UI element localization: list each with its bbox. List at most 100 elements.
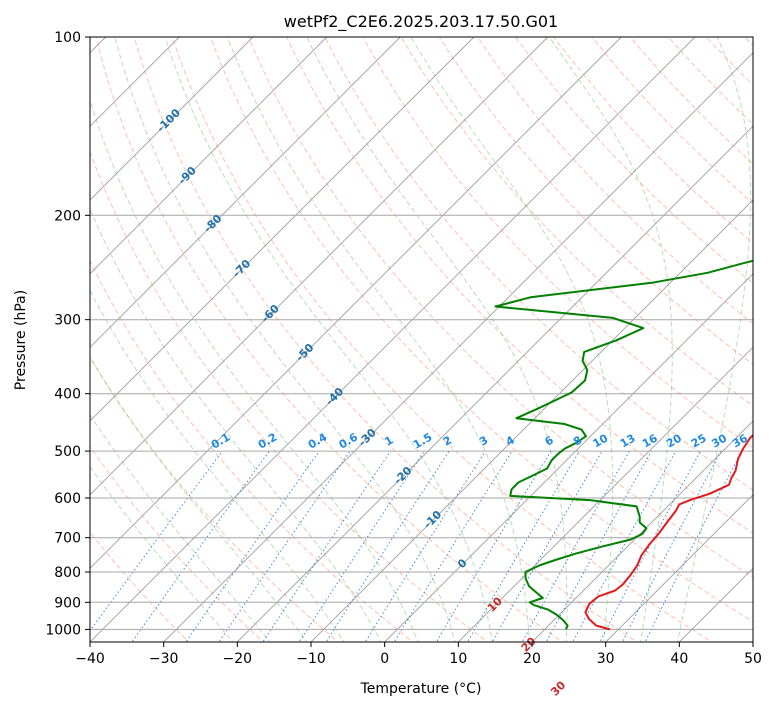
y-tick-label: 500	[54, 444, 81, 460]
isotherm-label: -70	[230, 257, 253, 280]
x-tick-label: −10	[296, 651, 326, 667]
mixing-ratio-label: 13	[618, 432, 638, 451]
dry-adiabat	[438, 37, 753, 366]
isotherm-label: -10	[421, 508, 444, 531]
isotherm-label: -20	[391, 464, 414, 487]
chart-title: wetPf2_C2E6.2025.203.17.50.G01	[284, 12, 558, 32]
isotherm-line	[752, 641, 753, 642]
dry-adiabat	[362, 37, 753, 449]
x-tick-label: −20	[223, 651, 253, 667]
mixing-ratio-label: 3	[477, 434, 490, 449]
isotherm-label: 30	[548, 678, 568, 698]
moist-adiabat	[164, 37, 493, 642]
dry-adiabat	[515, 37, 753, 284]
isotherm-line	[310, 199, 753, 642]
mixing-ratio-label: 16	[640, 431, 660, 450]
y-tick-label: 900	[54, 595, 81, 611]
y-tick-label: 1000	[45, 622, 81, 638]
mixing-ratio-line	[90, 450, 223, 632]
temperature-profile-line	[584, 433, 753, 631]
mixing-ratio-line	[393, 450, 513, 642]
moist-adiabat	[90, 413, 271, 642]
mixing-ratio-label: 0.4	[306, 430, 330, 451]
dry-adiabat	[90, 259, 414, 642]
moist-adiabat	[90, 356, 308, 642]
isotherm-line	[90, 37, 696, 642]
dry-adiabat	[133, 37, 638, 642]
isotherm-label: -60	[259, 302, 282, 325]
isotherm-label: -40	[323, 385, 346, 408]
y-axis-label: Pressure (hPa)	[13, 290, 29, 390]
mixing-ratio-line	[599, 450, 701, 642]
x-tick-label: −30	[149, 651, 179, 667]
y-tick-label: 700	[54, 531, 81, 547]
mixing-ratio-line	[218, 450, 351, 642]
x-tick-label: 10	[449, 651, 467, 667]
y-axis: 100 200 300 400 500 600 700 800 900 1000	[45, 30, 90, 638]
mixing-ratio-label: 25	[689, 432, 709, 451]
isotherm-label: 0	[455, 556, 470, 571]
mixing-ratio-line	[466, 450, 580, 642]
x-tick-label: 0	[380, 651, 389, 667]
mixing-ratio-label: 1	[382, 434, 395, 449]
x-tick-label: 30	[597, 651, 615, 667]
dry-adiabat	[248, 37, 753, 578]
isotherm-label: -90	[176, 164, 199, 187]
plot-frame	[89, 36, 754, 643]
y-tick-label: 800	[54, 565, 81, 581]
moist-adiabat	[306, 37, 568, 642]
dry-adiabat	[629, 37, 753, 165]
moist-adiabat	[90, 465, 234, 642]
moist-adiabat	[90, 289, 345, 642]
mixing-ratio-line	[644, 450, 743, 642]
isotherm-line	[457, 346, 753, 642]
background-lines	[90, 24, 775, 645]
x-tick-label: −40	[75, 651, 105, 667]
dry-adiabat	[705, 37, 753, 86]
y-tick-label: 400	[54, 387, 81, 403]
dry-adiabat	[667, 37, 753, 125]
dry-adiabat	[477, 37, 753, 325]
dewpoint-profile-line	[494, 259, 753, 630]
isotherm-line	[90, 37, 254, 201]
isotherm-line	[163, 52, 753, 642]
isotherm-line	[678, 567, 753, 642]
mixing-ratio-line	[262, 450, 392, 642]
pressure-gridlines	[90, 37, 753, 630]
dry-adiabat	[770, 24, 775, 645]
mixing-ratio-label: 8	[571, 434, 584, 449]
dry-adiabat	[324, 37, 753, 491]
isotherm-line	[90, 37, 475, 422]
dry-adiabat	[90, 445, 265, 642]
x-tick-label: 50	[744, 651, 762, 667]
isotherm-label: 10	[485, 594, 505, 614]
isotherm-line	[236, 125, 753, 642]
mixing-ratio-line	[621, 450, 722, 642]
y-tick-label: 600	[54, 491, 81, 507]
x-axis: −40 −30 −20 −10 0 10 20 30 40 50	[75, 642, 762, 667]
mixing-ratio-label: 2	[441, 434, 454, 449]
mixing-ratio-label: 20	[664, 431, 684, 450]
diagram-line-labels: -100-90-80-70-60-50-40-30-20-10010203040…	[154, 106, 750, 699]
isotherm-line	[90, 37, 622, 569]
dry-adiabat	[553, 37, 753, 244]
mixing-ratio-line	[364, 450, 486, 642]
isotherm-line	[90, 37, 549, 496]
y-tick-label: 100	[54, 30, 81, 46]
moist-adiabat	[676, 37, 752, 642]
mixing-ratio-label: 10	[590, 431, 610, 450]
isotherm-line	[384, 273, 753, 642]
mixing-ratio-line	[572, 450, 677, 642]
mixing-ratio-line	[131, 450, 270, 642]
isotherm-line	[90, 37, 401, 348]
mixing-ratio-label: 36	[730, 431, 750, 450]
isotherm-line	[605, 494, 753, 642]
isotherm-label: -30	[356, 426, 379, 449]
x-axis-label: Temperature (°C)	[360, 681, 482, 697]
mixing-ratio-label: 4	[504, 433, 517, 448]
sounding-profiles	[494, 259, 753, 631]
x-tick-label: 20	[523, 651, 541, 667]
mixing-ratio-label: 6	[543, 433, 556, 448]
mixing-ratio-line	[298, 450, 425, 642]
